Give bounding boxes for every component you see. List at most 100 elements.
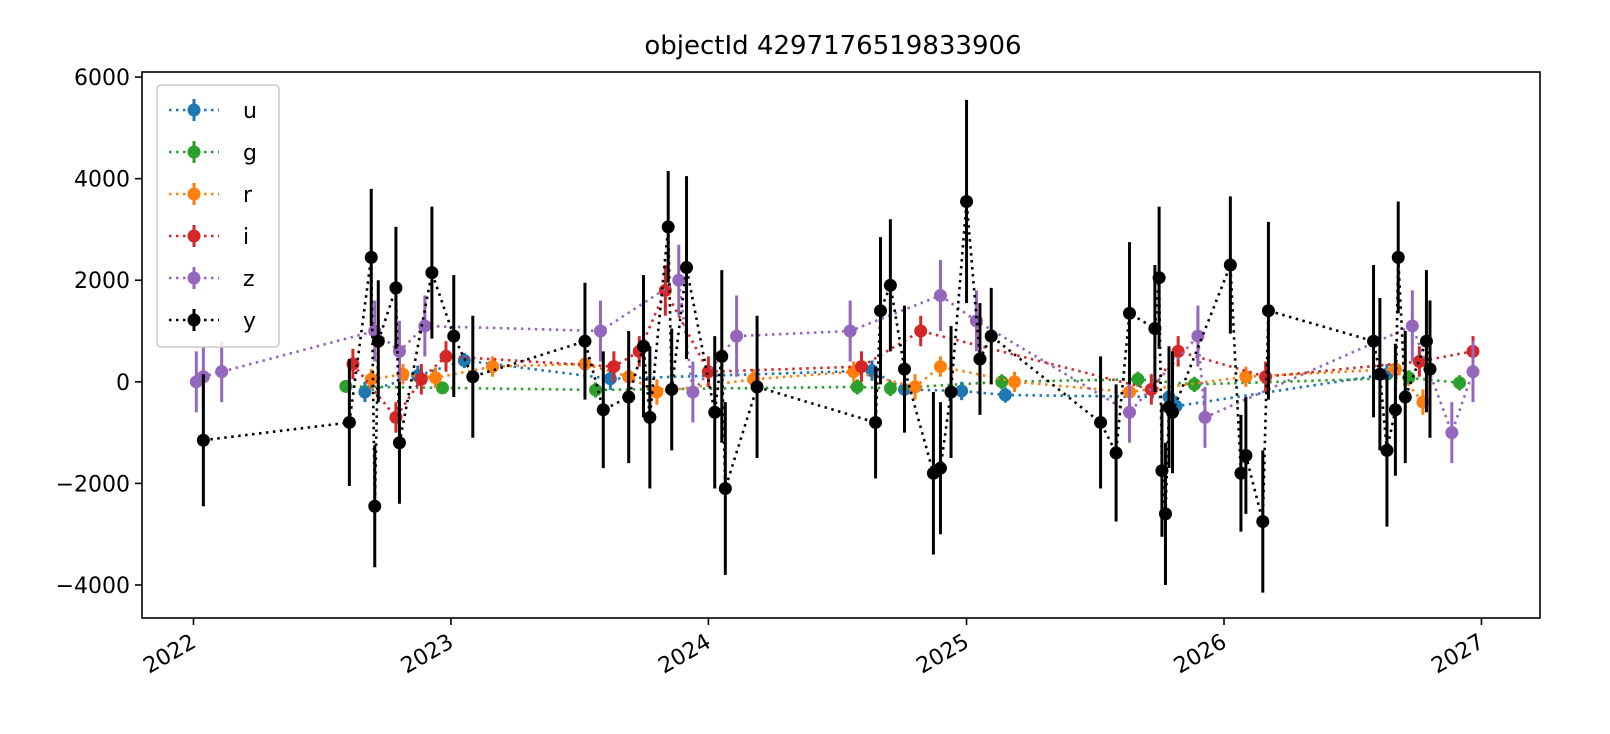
data-point-z-7 (672, 273, 686, 287)
data-point-y-13 (637, 339, 651, 353)
data-point-y-38 (1158, 507, 1172, 521)
legend-marker-i (187, 229, 201, 243)
data-point-u-6 (955, 384, 969, 398)
data-point-y-41 (1223, 258, 1237, 272)
data-point-y-8 (447, 329, 461, 343)
data-point-y-7 (425, 266, 439, 280)
legend-item-r: r (169, 183, 253, 208)
data-point-y-36 (1152, 271, 1166, 285)
data-point-y-19 (715, 349, 729, 363)
series-layer (189, 99, 1480, 593)
data-point-y-51 (1398, 390, 1412, 404)
data-point-z-13 (1122, 405, 1136, 419)
legend-label-g: g (243, 141, 257, 166)
legend-label-u: u (243, 99, 257, 124)
data-point-y-23 (873, 304, 887, 318)
data-point-y-48 (1380, 443, 1394, 457)
data-point-r-2 (428, 371, 442, 385)
data-point-y-10 (578, 334, 592, 348)
data-point-y-16 (665, 382, 679, 396)
data-point-i-4 (607, 360, 621, 374)
legend-marker-z (187, 271, 201, 285)
data-point-y-21 (750, 380, 764, 394)
data-point-r-6 (650, 385, 664, 399)
data-point-i-13 (1412, 355, 1426, 369)
y-tick-label-1: 4000 (74, 168, 130, 193)
legend-item-y: y (169, 309, 256, 334)
data-point-g-4 (883, 381, 897, 395)
data-point-y-15 (661, 220, 675, 234)
data-point-i-11 (1171, 344, 1185, 358)
data-point-y-24 (883, 278, 897, 292)
data-point-i-9 (914, 324, 928, 338)
data-point-y-0 (196, 433, 210, 447)
data-point-y-9 (466, 370, 480, 384)
plot-frame (141, 71, 1541, 619)
data-point-y-17 (680, 261, 694, 275)
data-point-z-17 (1445, 426, 1459, 440)
y-tick-label-2: 2000 (74, 269, 130, 294)
data-point-y-47 (1373, 367, 1387, 381)
data-point-y-42 (1234, 466, 1248, 480)
data-point-r-10 (933, 360, 947, 374)
data-point-g-6 (1131, 372, 1145, 386)
data-point-y-50 (1391, 250, 1405, 264)
legend-item-g: g (169, 141, 257, 166)
data-point-y-43 (1239, 448, 1253, 462)
data-point-g-1 (435, 381, 449, 395)
data-point-y-14 (643, 410, 657, 424)
legend-item-i: i (169, 225, 249, 250)
y-tick-label-0: 6000 (74, 66, 130, 91)
legend-label-z: z (243, 267, 255, 292)
data-point-z-14 (1191, 329, 1205, 343)
data-point-y-22 (869, 415, 883, 429)
data-point-y-29 (960, 195, 974, 209)
data-point-y-46 (1367, 334, 1381, 348)
data-point-y-45 (1261, 304, 1275, 318)
y-tick-label-3: 0 (116, 371, 130, 396)
data-point-y-30 (973, 352, 987, 366)
data-point-y-31 (984, 329, 998, 343)
data-point-i-8 (854, 360, 868, 374)
data-point-y-2 (364, 250, 378, 264)
legend-label-r: r (243, 183, 253, 208)
legend-marker-y (187, 313, 201, 327)
data-point-g-7 (1187, 377, 1201, 391)
legend-label-i: i (243, 225, 249, 250)
data-point-z-8 (686, 385, 700, 399)
legend-marker-g (187, 145, 201, 159)
legend-item-u: u (169, 99, 257, 124)
data-point-r-9 (908, 380, 922, 394)
chart-title: objectId 4297176519833906 (644, 31, 1021, 61)
data-point-z-9 (730, 329, 744, 343)
data-point-y-12 (622, 390, 636, 404)
data-point-u-7 (998, 388, 1012, 402)
data-point-z-2 (215, 365, 229, 379)
data-point-y-3 (368, 499, 382, 513)
data-point-y-40 (1166, 405, 1180, 419)
data-point-y-34 (1122, 306, 1136, 320)
data-point-i-3 (439, 349, 453, 363)
data-point-y-53 (1423, 362, 1437, 376)
data-point-y-49 (1388, 403, 1402, 417)
data-point-i-2 (414, 372, 428, 386)
data-point-y-18 (708, 405, 722, 419)
data-point-i-7 (701, 365, 715, 379)
data-point-z-6 (593, 324, 607, 338)
data-point-r-13 (1239, 370, 1253, 384)
data-point-y-1 (342, 415, 356, 429)
data-point-z-11 (933, 288, 947, 302)
legend-label-y: y (243, 309, 256, 334)
y-tick-label-4: −2000 (56, 472, 130, 497)
data-point-z-16 (1405, 319, 1419, 333)
data-point-y-33 (1109, 446, 1123, 460)
data-point-u-0 (358, 385, 372, 399)
legend-box (156, 84, 280, 348)
data-point-y-32 (1094, 415, 1108, 429)
data-point-z-10 (843, 324, 857, 338)
data-point-z-15 (1198, 410, 1212, 424)
data-point-y-25 (897, 362, 911, 376)
data-point-y-20 (718, 481, 732, 495)
